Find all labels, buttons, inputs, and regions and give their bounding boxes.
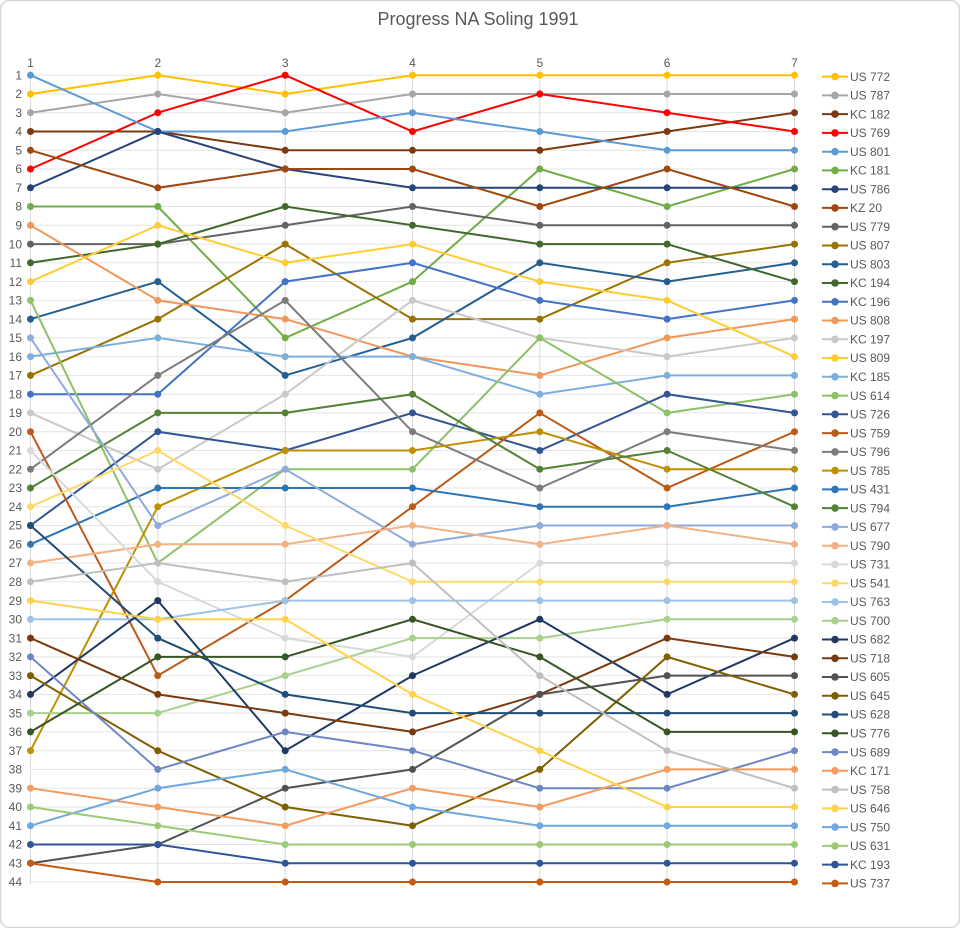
svg-text:38: 38 [9, 763, 23, 777]
svg-text:KC 182: KC 182 [850, 107, 890, 121]
svg-text:21: 21 [9, 444, 23, 458]
svg-text:29: 29 [9, 594, 23, 608]
svg-text:1: 1 [15, 68, 22, 82]
svg-text:US 808: US 808 [850, 314, 890, 328]
svg-text:US 785: US 785 [850, 464, 890, 478]
svg-text:8: 8 [15, 200, 22, 214]
svg-text:US 677: US 677 [850, 520, 890, 534]
svg-text:US 796: US 796 [850, 445, 890, 459]
svg-text:1: 1 [27, 56, 34, 70]
svg-text:US 779: US 779 [850, 220, 890, 234]
svg-text:32: 32 [9, 650, 23, 664]
svg-text:KZ 20: KZ 20 [850, 201, 882, 215]
svg-text:US 645: US 645 [850, 689, 890, 703]
svg-text:6: 6 [15, 162, 22, 176]
svg-text:4: 4 [409, 56, 416, 70]
svg-text:17: 17 [9, 369, 23, 383]
svg-text:3: 3 [282, 56, 289, 70]
svg-text:25: 25 [9, 519, 23, 533]
svg-text:US 750: US 750 [850, 820, 890, 834]
svg-text:13: 13 [9, 294, 23, 308]
svg-text:US 809: US 809 [850, 351, 890, 365]
svg-text:33: 33 [9, 669, 23, 683]
svg-text:US 737: US 737 [850, 877, 890, 891]
svg-text:US 759: US 759 [850, 426, 890, 440]
svg-text:Progress NA Soling 1991: Progress NA Soling 1991 [377, 9, 578, 29]
svg-text:18: 18 [9, 387, 23, 401]
svg-text:2: 2 [154, 56, 161, 70]
svg-text:US 726: US 726 [850, 408, 890, 422]
svg-text:43: 43 [9, 856, 23, 870]
svg-text:US 786: US 786 [850, 182, 890, 196]
svg-text:36: 36 [9, 725, 23, 739]
svg-text:31: 31 [9, 631, 23, 645]
svg-text:35: 35 [9, 706, 23, 720]
svg-text:US 646: US 646 [850, 802, 890, 816]
svg-text:22: 22 [9, 462, 23, 476]
svg-text:US 772: US 772 [850, 70, 890, 84]
svg-text:US 605: US 605 [850, 670, 890, 684]
svg-text:US 731: US 731 [850, 558, 890, 572]
svg-text:14: 14 [9, 312, 23, 326]
svg-text:30: 30 [9, 613, 23, 627]
svg-text:42: 42 [9, 838, 23, 852]
svg-text:41: 41 [9, 819, 23, 833]
svg-text:US 801: US 801 [850, 145, 890, 159]
svg-text:7: 7 [15, 181, 22, 195]
svg-text:11: 11 [10, 256, 23, 270]
svg-text:5: 5 [15, 144, 22, 158]
svg-text:KC 181: KC 181 [850, 164, 890, 178]
svg-text:20: 20 [9, 425, 23, 439]
svg-text:US 718: US 718 [850, 652, 890, 666]
svg-text:KC 193: KC 193 [850, 858, 890, 872]
svg-text:US 541: US 541 [850, 576, 890, 590]
svg-text:US 700: US 700 [850, 614, 890, 628]
svg-text:US 787: US 787 [850, 89, 890, 103]
svg-text:KC 197: KC 197 [850, 333, 890, 347]
svg-text:37: 37 [9, 744, 23, 758]
svg-text:US 682: US 682 [850, 633, 890, 647]
svg-text:9: 9 [15, 219, 22, 233]
svg-text:16: 16 [9, 350, 23, 364]
svg-text:5: 5 [536, 56, 543, 70]
svg-text:4: 4 [15, 125, 22, 139]
svg-text:40: 40 [9, 800, 23, 814]
svg-text:KC 194: KC 194 [850, 276, 890, 290]
svg-text:2: 2 [15, 87, 22, 101]
svg-text:34: 34 [9, 688, 23, 702]
svg-text:US 769: US 769 [850, 126, 890, 140]
svg-text:US 803: US 803 [850, 257, 890, 271]
svg-text:KC 185: KC 185 [850, 370, 890, 384]
svg-text:24: 24 [9, 500, 23, 514]
svg-text:26: 26 [9, 538, 23, 552]
svg-text:US 628: US 628 [850, 708, 890, 722]
svg-text:US 776: US 776 [850, 727, 890, 741]
svg-text:US 689: US 689 [850, 745, 890, 759]
svg-text:US 794: US 794 [850, 501, 890, 515]
svg-text:27: 27 [9, 556, 23, 570]
svg-text:KC 196: KC 196 [850, 295, 890, 309]
svg-text:3: 3 [15, 106, 22, 120]
svg-text:US 431: US 431 [850, 483, 890, 497]
svg-text:7: 7 [791, 56, 798, 70]
svg-text:US 631: US 631 [850, 839, 890, 853]
svg-text:12: 12 [9, 275, 23, 289]
svg-text:KC 171: KC 171 [850, 764, 890, 778]
svg-text:US 763: US 763 [850, 595, 890, 609]
svg-text:US 614: US 614 [850, 389, 890, 403]
svg-text:39: 39 [9, 781, 23, 795]
svg-text:28: 28 [9, 575, 23, 589]
svg-text:10: 10 [9, 237, 23, 251]
svg-text:23: 23 [9, 481, 23, 495]
svg-text:US 758: US 758 [850, 783, 890, 797]
svg-text:US 790: US 790 [850, 539, 890, 553]
svg-text:44: 44 [9, 875, 23, 889]
svg-text:US 807: US 807 [850, 239, 890, 253]
svg-text:15: 15 [9, 331, 23, 345]
svg-text:6: 6 [664, 56, 671, 70]
svg-text:19: 19 [9, 406, 23, 420]
